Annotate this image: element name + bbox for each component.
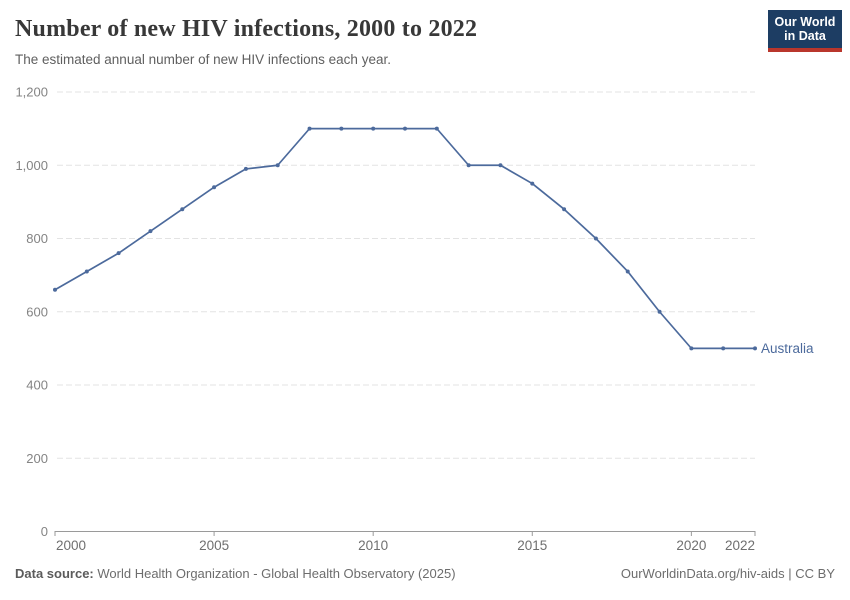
data-point[interactable]	[498, 163, 503, 168]
data-point[interactable]	[148, 229, 153, 234]
credit-link[interactable]: OurWorldinData.org/hiv-aids | CC BY	[620, 566, 835, 581]
y-tick-label: 600	[26, 304, 48, 319]
data-point[interactable]	[339, 126, 344, 131]
data-point[interactable]	[530, 181, 535, 186]
y-tick-label: 800	[26, 231, 48, 246]
data-point[interactable]	[180, 207, 185, 212]
data-source: Data source: World Health Organization -…	[15, 566, 456, 581]
y-tick-label: 200	[26, 451, 48, 466]
y-tick-label: 400	[26, 378, 48, 393]
owid-logo-line1: Our World	[774, 15, 836, 29]
owid-logo: Our World in Data	[768, 10, 842, 52]
data-point[interactable]	[403, 126, 407, 131]
data-point[interactable]	[53, 287, 57, 292]
data-point[interactable]	[466, 163, 471, 168]
x-tick-label: 2000	[56, 538, 86, 553]
y-tick-label: 1,200	[15, 85, 48, 100]
data-point[interactable]	[275, 163, 280, 168]
x-tick-label: 2015	[517, 538, 547, 553]
data-source-text: World Health Organization - Global Healt…	[97, 566, 456, 581]
owid-logo-text: Our World in Data	[768, 10, 842, 48]
page-title: Number of new HIV infections, 2000 to 20…	[15, 16, 478, 42]
owid-logo-stripe	[768, 48, 842, 52]
data-point[interactable]	[116, 251, 121, 256]
y-tick-label: 0	[41, 524, 48, 539]
x-tick-label: 2022	[725, 538, 755, 553]
owid-logo-line2: in Data	[784, 29, 826, 43]
data-point[interactable]	[593, 236, 598, 241]
data-point[interactable]	[371, 126, 376, 131]
chart-footer: Data source: World Health Organization -…	[15, 566, 835, 581]
x-axis	[54, 531, 756, 536]
data-point[interactable]	[625, 269, 630, 274]
y-tick-label: 1,000	[15, 158, 48, 173]
data-point[interactable]	[434, 126, 439, 131]
data-point[interactable]	[753, 346, 757, 351]
x-tick-label: 2020	[676, 538, 706, 553]
data-source-label: Data source:	[15, 566, 94, 581]
data-point[interactable]	[212, 185, 217, 190]
data-point[interactable]	[721, 346, 726, 351]
data-point[interactable]	[84, 269, 89, 274]
x-tick-label: 2010	[358, 538, 388, 553]
x-tick-label: 2005	[199, 538, 229, 553]
data-point[interactable]	[562, 207, 567, 212]
data-point[interactable]	[689, 346, 694, 351]
data-point[interactable]	[657, 309, 662, 314]
chart-subtitle: The estimated annual number of new HIV i…	[15, 52, 391, 67]
data-point[interactable]	[307, 126, 312, 131]
series-label[interactable]: Australia	[761, 341, 814, 356]
data-point[interactable]	[243, 166, 248, 171]
